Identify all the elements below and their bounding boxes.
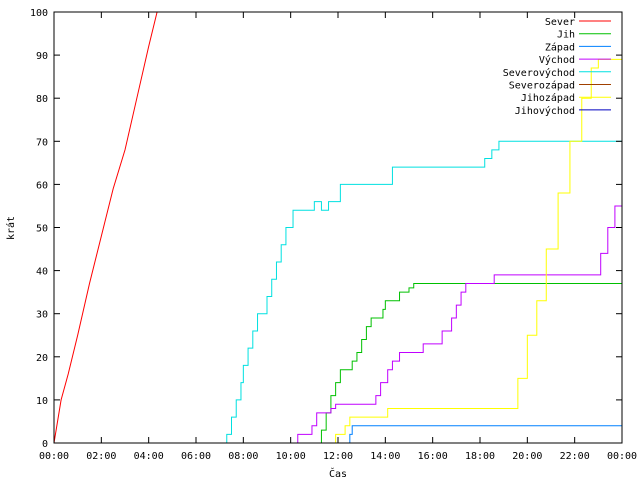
y-tick-label: 40 xyxy=(36,267,48,278)
x-axis-label: Čas xyxy=(329,467,347,480)
y-tick-label: 90 xyxy=(36,51,48,62)
legend-label: Severovýchod xyxy=(503,67,575,79)
series-line-4 xyxy=(54,140,622,443)
y-tick-label: 100 xyxy=(30,8,48,19)
legend-label: Severozápad xyxy=(509,80,575,92)
x-tick-label: 22:00 xyxy=(560,451,590,462)
x-tick-label: 18:00 xyxy=(465,451,495,462)
x-tick-label: 06:00 xyxy=(181,451,211,462)
y-tick-label: 50 xyxy=(36,224,48,235)
series-line-3 xyxy=(54,175,622,443)
x-tick-label: 12:00 xyxy=(323,451,353,462)
x-tick-label: 04:00 xyxy=(134,451,164,462)
series-line-6 xyxy=(54,58,622,443)
x-tick-label: 14:00 xyxy=(370,451,400,462)
x-tick-label: 20:00 xyxy=(512,451,542,462)
y-tick-label: 70 xyxy=(36,137,48,148)
y-tick-label: 60 xyxy=(36,180,48,191)
y-axis-label: krát xyxy=(5,216,17,240)
legend-label: Východ xyxy=(539,54,575,66)
x-tick-label: 00:00 xyxy=(39,451,69,462)
series-layer xyxy=(54,12,622,443)
legend-label: Jihozápad xyxy=(521,92,575,104)
x-tick-label: 02:00 xyxy=(86,451,116,462)
y-tick-label: 20 xyxy=(36,353,48,364)
legend-label: Sever xyxy=(545,17,575,28)
x-tick-label: 10:00 xyxy=(276,451,306,462)
legend-label: Jih xyxy=(557,30,575,41)
series-line-2 xyxy=(54,425,622,443)
x-tick-label: 08:00 xyxy=(228,451,258,462)
series-line-0 xyxy=(54,12,158,443)
y-tick-label: 0 xyxy=(42,439,48,450)
y-tick-label: 80 xyxy=(36,94,48,105)
ticks-layer: 0 10 20 30 40 50 60 70 80 90 100 00:00 02:00 04:00 06:… xyxy=(30,8,637,462)
legend: Sever JihZápadVýchodSeverovýchodSeverozáp… xyxy=(503,17,611,117)
x-tick-label: 16:00 xyxy=(418,451,448,462)
y-tick-label: 10 xyxy=(36,396,48,407)
x-tick-label: 00:00 xyxy=(607,451,637,462)
legend-label: Jihovýchod xyxy=(515,105,575,117)
y-tick-label: 30 xyxy=(36,310,48,321)
legend-label: Západ xyxy=(545,41,575,53)
